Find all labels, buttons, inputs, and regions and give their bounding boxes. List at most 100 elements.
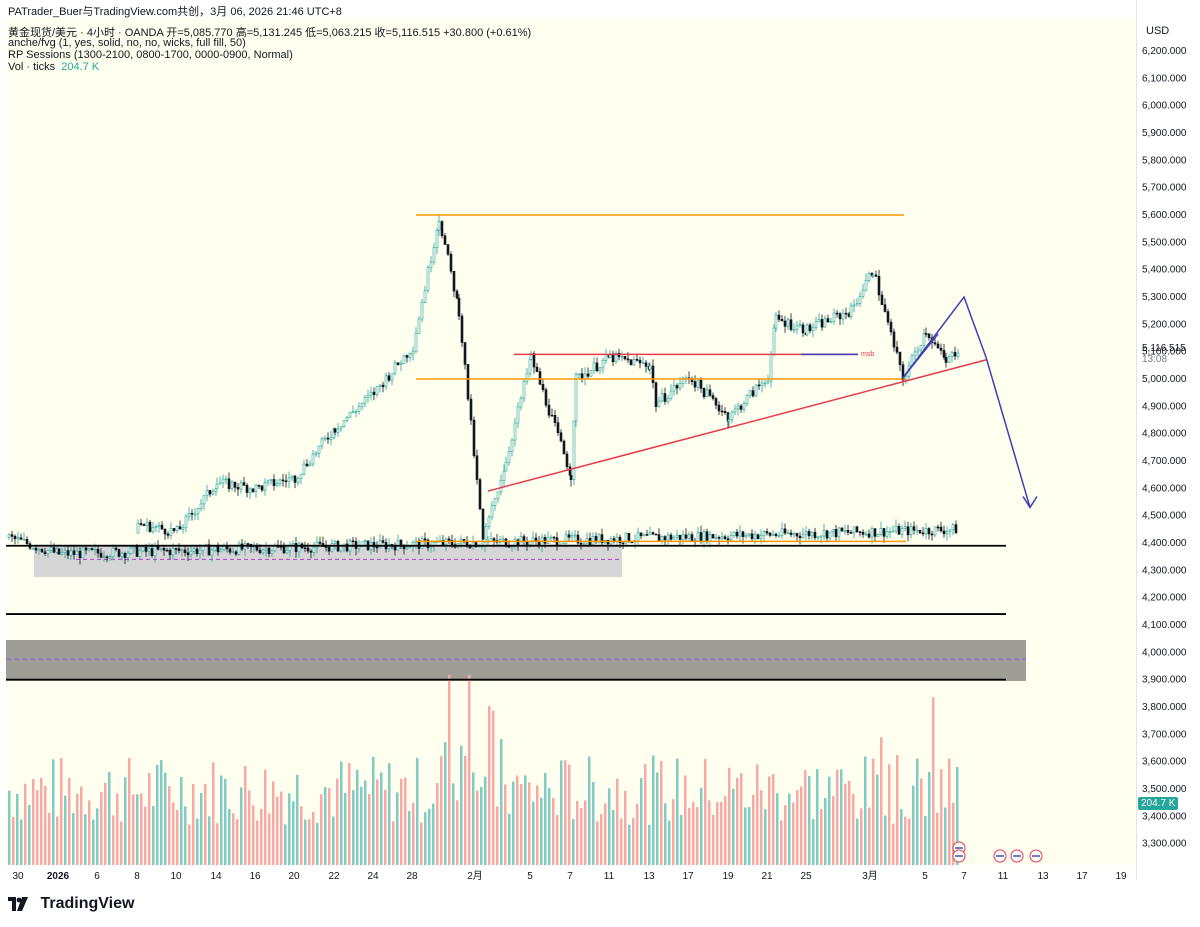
candle bbox=[384, 375, 388, 388]
candle bbox=[180, 549, 184, 552]
time-tick-label: 2月 bbox=[467, 870, 483, 882]
volume-bar bbox=[692, 802, 695, 865]
candle bbox=[399, 539, 403, 546]
candle bbox=[702, 388, 706, 398]
candle bbox=[308, 463, 312, 467]
volume-price-tag: 204.7 K bbox=[1138, 797, 1179, 810]
candle bbox=[492, 538, 496, 541]
candle bbox=[261, 549, 265, 554]
candle bbox=[945, 531, 949, 535]
volume-bar bbox=[212, 762, 215, 865]
candle bbox=[224, 478, 228, 481]
price-tick-label: 4,300.000 bbox=[1142, 565, 1187, 576]
volume-bar bbox=[20, 819, 23, 865]
candle bbox=[302, 463, 306, 475]
candle bbox=[411, 350, 415, 355]
candle bbox=[245, 484, 249, 493]
volume-bar bbox=[760, 790, 763, 865]
volume-bar bbox=[468, 675, 471, 865]
candle bbox=[840, 527, 844, 532]
volume-bar bbox=[224, 778, 227, 865]
candle bbox=[120, 553, 124, 557]
projection-leg[interactable] bbox=[901, 333, 939, 380]
candle bbox=[930, 533, 934, 536]
candle bbox=[846, 530, 850, 533]
candle bbox=[144, 546, 148, 552]
price-scale[interactable]: 6,200.000 6,100.000 6,000.000 5,900.000 5,80… bbox=[1136, 0, 1200, 880]
price-tick-label: 3,400.000 bbox=[1142, 811, 1187, 822]
candle bbox=[339, 426, 343, 430]
chart-area[interactable]: msb bbox=[6, 18, 1136, 865]
candle bbox=[284, 480, 288, 483]
candle bbox=[565, 453, 569, 468]
candle bbox=[345, 543, 349, 552]
candle bbox=[672, 385, 676, 392]
volume-bar bbox=[464, 755, 467, 865]
volume-bar bbox=[68, 777, 71, 865]
symbol-line: 黄金现货/美元 · 4小时 · OANDA 开=5,085.770 高=5,13… bbox=[8, 27, 532, 39]
volume-bar bbox=[16, 793, 19, 865]
price-chart[interactable]: msb bbox=[6, 18, 1136, 865]
candle bbox=[942, 530, 946, 535]
trendline-support[interactable] bbox=[487, 359, 987, 492]
candle bbox=[297, 543, 301, 553]
candle bbox=[251, 488, 255, 492]
candle bbox=[739, 405, 743, 410]
candle bbox=[580, 373, 584, 380]
candle bbox=[25, 538, 29, 545]
candle bbox=[447, 538, 451, 541]
volume-bar bbox=[108, 771, 111, 865]
candle bbox=[175, 526, 179, 531]
candle bbox=[632, 359, 636, 366]
indicator-volume[interactable]: Vol · ticks 204.7 K bbox=[8, 61, 99, 73]
candle bbox=[213, 546, 217, 551]
candle bbox=[423, 290, 427, 303]
tradingview-logo-icon bbox=[8, 896, 28, 911]
candle bbox=[895, 346, 899, 353]
candle bbox=[126, 553, 130, 558]
candle bbox=[183, 549, 187, 554]
candle bbox=[742, 403, 746, 410]
candle bbox=[939, 347, 943, 351]
candle bbox=[228, 548, 232, 553]
candle bbox=[801, 533, 805, 539]
currency-label[interactable]: USD bbox=[1146, 25, 1170, 37]
candle bbox=[586, 373, 590, 377]
volume-bar bbox=[12, 816, 15, 865]
volume-bar bbox=[832, 796, 835, 865]
candle bbox=[296, 478, 300, 483]
candle bbox=[822, 530, 826, 537]
candle bbox=[381, 540, 385, 543]
time-tick-label: 5 bbox=[527, 871, 533, 882]
projection-path[interactable] bbox=[901, 295, 1031, 508]
event-icons[interactable] bbox=[952, 841, 1043, 863]
volume-bar bbox=[604, 803, 607, 865]
candle bbox=[372, 542, 376, 548]
candle bbox=[278, 479, 282, 484]
candle bbox=[825, 530, 829, 539]
candle bbox=[817, 319, 821, 322]
volume-bar bbox=[676, 758, 679, 865]
footer-brand[interactable]: TradingView bbox=[8, 895, 134, 913]
candle bbox=[901, 364, 905, 381]
indicator-sessions[interactable]: RP Sessions (1300-2100, 0800-1700, 0000-… bbox=[8, 49, 293, 61]
time-tick-label: 25 bbox=[800, 871, 812, 882]
candle bbox=[339, 545, 343, 552]
candle bbox=[414, 333, 418, 352]
volume-bar bbox=[312, 811, 315, 865]
candle bbox=[864, 533, 868, 536]
indicator-fvg[interactable]: anche/fvg (1, yes, solid, no, no, wicks,… bbox=[8, 37, 246, 49]
volume-bar bbox=[612, 809, 615, 865]
volume-bar bbox=[664, 803, 667, 865]
candle bbox=[452, 270, 456, 292]
volume-bar bbox=[52, 759, 55, 865]
time-scale[interactable]: 30 2026 6 8 10 14 16 20 22 24 28 2月 5 7 11 13 17 19 21 25 3月… bbox=[0, 865, 1136, 885]
candle bbox=[210, 549, 214, 556]
candle bbox=[629, 359, 633, 366]
volume-bar bbox=[112, 815, 115, 865]
candle bbox=[242, 482, 246, 486]
volume-bar bbox=[404, 777, 407, 865]
time-tick-label: 17 bbox=[1076, 871, 1088, 882]
candle bbox=[441, 540, 445, 545]
price-tick-label: 5,600.000 bbox=[1142, 210, 1187, 221]
